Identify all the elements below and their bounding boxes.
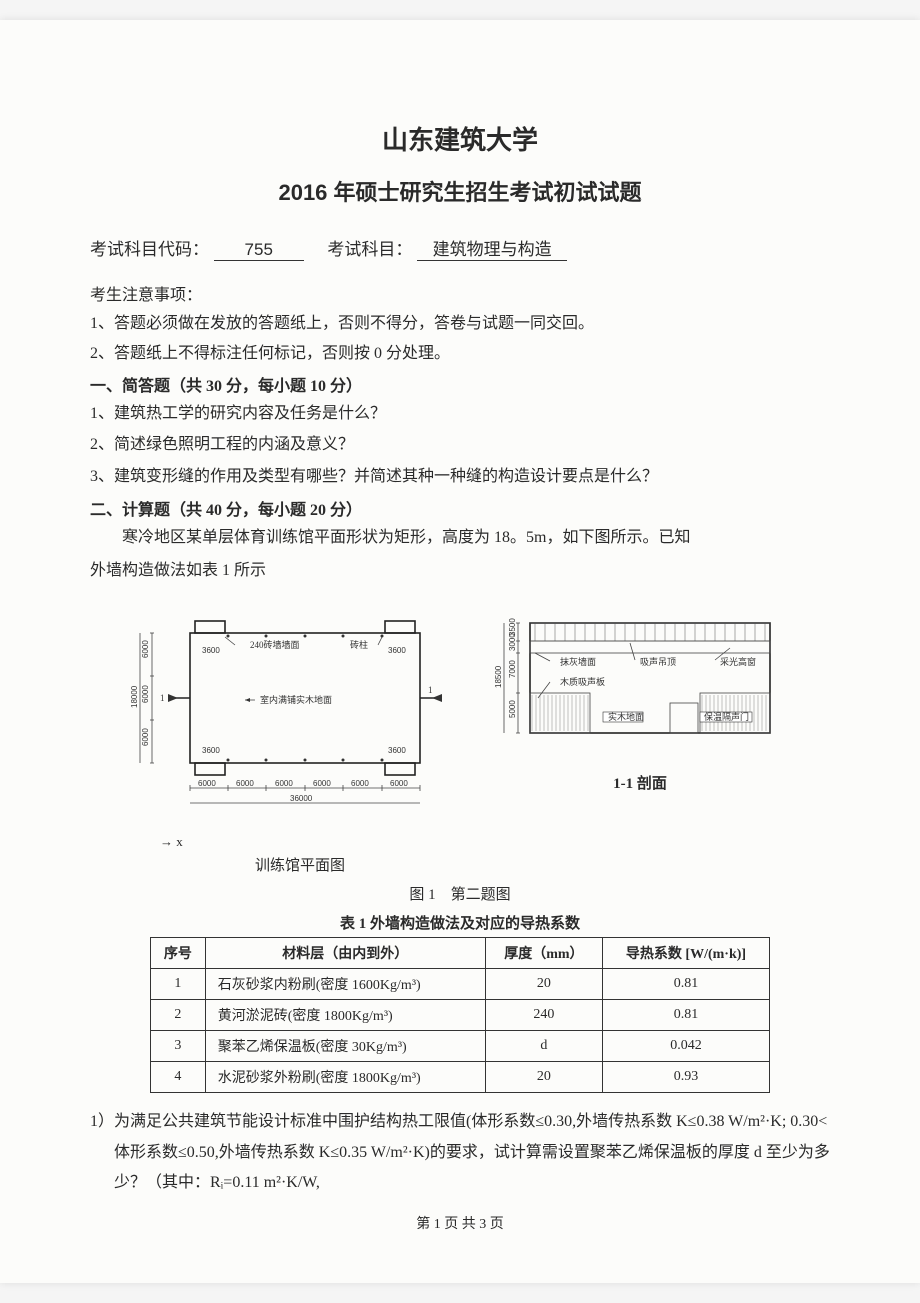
sdim-3: 7000 [508, 660, 517, 678]
cell: 3 [151, 1031, 206, 1062]
plan-caption: 训练馆平面图 [130, 854, 470, 875]
sdim-4: 5000 [508, 700, 517, 718]
subject-name-value: 建筑物理与构造 [417, 235, 567, 261]
svg-text:实木地面: 实木地面 [608, 711, 644, 722]
cell: 水泥砂浆外粉刷(密度 1800Kg/m³) [205, 1062, 485, 1093]
notice-item-2: 2、答题纸上不得标注任何标记，否则按 0 分处理。 [90, 341, 830, 367]
sec-panel: 木质吸声板 [560, 676, 605, 687]
sec-ceiling: 吸声吊顶 [640, 656, 676, 667]
q-1-1: 1、建筑热工学的研究内容及任务是什么？ [90, 400, 830, 427]
table-row: 2 黄河淤泥砖(密度 1800Kg/m³) 240 0.81 [151, 1000, 770, 1031]
table-title: 表 1 外墙构造做法及对应的导热系数 [90, 912, 830, 933]
cell: 2 [151, 1000, 206, 1031]
plan-svg: 240砖墙墙面 砖柱 室内满铺实木地面 1 1 [130, 603, 470, 823]
subject-code-label: 考试科目代码： [90, 240, 209, 259]
material-table: 序号 材料层（由内到外） 厚度（mm） 导热系数 [W/(m·k)] 1 石灰砂… [150, 937, 770, 1093]
sdim-2: 3000 [508, 633, 517, 651]
dim-v-total: 18000 [130, 686, 139, 709]
th-1: 材料层（由内到外） [205, 938, 485, 969]
th-0: 序号 [151, 938, 206, 969]
figure-area: 240砖墙墙面 砖柱 室内满铺实木地面 1 1 [90, 603, 830, 875]
table-row: 3 聚苯乙烯保温板(密度 30Kg/m³) d 0.042 [151, 1031, 770, 1062]
cell: 20 [485, 1062, 602, 1093]
plan-view: 240砖墙墙面 砖柱 室内满铺实木地面 1 1 [130, 603, 470, 875]
section-mark-left: 1 [160, 693, 190, 703]
cell: 4 [151, 1062, 206, 1093]
figure-main-caption: 图 1 第二题图 [90, 883, 830, 904]
dim-h6: 6000 [390, 779, 408, 788]
section-view: 抹灰墙面 吸声吊顶 采光高窗 木质吸声板 实木地面 实木地面 保温隔声门 350… [490, 603, 790, 875]
dim-h1: 6000 [198, 779, 216, 788]
section-caption: 1-1 剖面 [490, 772, 790, 793]
sec-door: 保温隔声门 [704, 711, 749, 722]
dim-bl: 3600 [202, 746, 220, 755]
dim-h3: 6000 [275, 779, 293, 788]
dim-h5: 6000 [351, 779, 369, 788]
section-2-intro-2: 外墙构造做法如表 1 所示 [90, 557, 830, 586]
cell: d [485, 1031, 602, 1062]
notice-header: 考生注意事项： [90, 281, 830, 305]
section-mark-right: 1 [420, 685, 442, 702]
dim-br: 3600 [388, 746, 406, 755]
cell: 0.81 [603, 969, 770, 1000]
cell: 0.81 [603, 1000, 770, 1031]
dim-tr: 3600 [388, 646, 406, 655]
dim-v2: 6000 [141, 685, 150, 703]
svg-text:1: 1 [428, 685, 433, 695]
section-2-intro-1: 寒冷地区某单层体育训练馆平面形状为矩形，高度为 18。5m，如下图所示。已知 [90, 524, 830, 553]
exam-page: 山东建筑大学 2016 年硕士研究生招生考试初试试题 考试科目代码： 755 考… [0, 20, 920, 1283]
section-2-header: 二、计算题（共 40 分，每小题 20 分） [90, 496, 830, 520]
cell: 0.93 [603, 1062, 770, 1093]
plan-floor-label: 室内满铺实木地面 [260, 694, 332, 705]
cell: 黄河淤泥砖(密度 1800Kg/m³) [205, 1000, 485, 1031]
subject-code-value: 755 [214, 240, 304, 261]
dim-v1: 6000 [141, 640, 150, 658]
cell: 1 [151, 969, 206, 1000]
cell: 聚苯乙烯保温板(密度 30Kg/m³) [205, 1031, 485, 1062]
section-svg: 抹灰墙面 吸声吊顶 采光高窗 木质吸声板 实木地面 实木地面 保温隔声门 350… [490, 603, 790, 763]
table-header-row: 序号 材料层（由内到外） 厚度（mm） 导热系数 [W/(m·k)] [151, 938, 770, 969]
plan-column-label: 砖柱 [350, 639, 368, 650]
section-1-header: 一、简答题（共 30 分，每小题 10 分） [90, 372, 830, 396]
question-2-1: 1）为满足公共建筑节能设计标准中围护结构热工限值(体形系数≤0.30,外墙传热系… [90, 1107, 830, 1198]
q-1-3: 3、建筑变形缝的作用及类型有哪些？并简述其种一种缝的构造设计要点是什么？ [90, 463, 830, 490]
exam-title: 2016 年硕士研究生招生考试初试试题 [90, 175, 830, 207]
cell: 20 [485, 969, 602, 1000]
cell: 240 [485, 1000, 602, 1031]
notice-item-1: 1、答题必须做在发放的答题纸上，否则不得分，答卷与试题一同交回。 [90, 311, 830, 337]
subject-line: 考试科目代码： 755 考试科目： 建筑物理与构造 [90, 235, 830, 261]
q-1-2: 2、简述绿色照明工程的内涵及意义？ [90, 431, 830, 458]
svg-text:1: 1 [160, 693, 165, 703]
dim-tl: 3600 [202, 646, 220, 655]
subject-name-label: 考试科目： [327, 240, 412, 259]
dim-v3: 6000 [141, 728, 150, 746]
dim-h-total: 36000 [290, 794, 313, 803]
plan-wall-label: 240砖墙墙面 [250, 639, 300, 650]
sec-wall: 抹灰墙面 [560, 656, 596, 667]
dim-h2: 6000 [236, 779, 254, 788]
cell: 石灰砂浆内粉刷(密度 1600Kg/m³) [205, 969, 485, 1000]
axis-label: → x [160, 834, 470, 850]
sdim-total: 18500 [494, 666, 503, 689]
cell: 0.042 [603, 1031, 770, 1062]
sec-window: 采光高窗 [720, 656, 756, 667]
th-3: 导热系数 [W/(m·k)] [603, 938, 770, 969]
th-2: 厚度（mm） [485, 938, 602, 969]
table-row: 4 水泥砂浆外粉刷(密度 1800Kg/m³) 20 0.93 [151, 1062, 770, 1093]
dim-h4: 6000 [313, 779, 331, 788]
table-row: 1 石灰砂浆内粉刷(密度 1600Kg/m³) 20 0.81 [151, 969, 770, 1000]
page-footer: 第 1 页 共 3 页 [90, 1213, 830, 1233]
university-title: 山东建筑大学 [90, 120, 830, 157]
